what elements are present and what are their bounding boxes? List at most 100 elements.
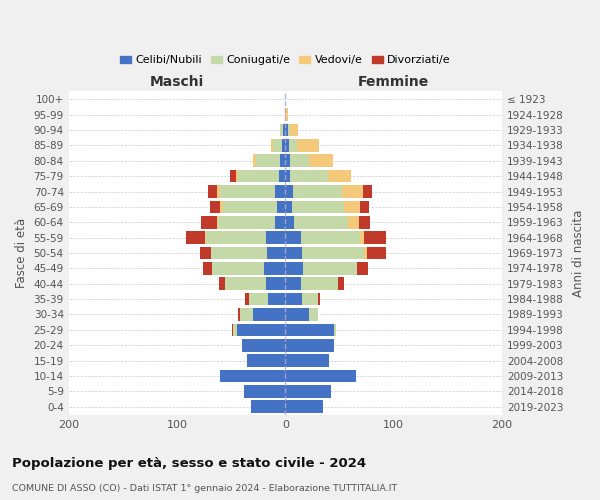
Bar [338, 278, 344, 290]
Bar [286, 185, 293, 198]
Bar [238, 170, 279, 182]
Bar [286, 216, 294, 228]
Bar [277, 200, 286, 213]
Bar [286, 339, 334, 351]
Text: Popolazione per età, sesso e stato civile - 2024: Popolazione per età, sesso e stato civil… [12, 458, 366, 470]
Bar [286, 262, 302, 274]
Bar [232, 324, 233, 336]
Text: Maschi: Maschi [150, 74, 204, 88]
Bar [263, 262, 286, 274]
Bar [302, 262, 357, 274]
Bar [286, 400, 323, 413]
Bar [301, 232, 360, 244]
Bar [302, 293, 318, 306]
Bar [256, 154, 280, 167]
Bar [334, 324, 336, 336]
Bar [286, 232, 301, 244]
Bar [242, 339, 286, 351]
Bar [286, 200, 292, 213]
Bar [206, 232, 266, 244]
Bar [218, 216, 275, 228]
Bar [217, 216, 218, 228]
Bar [342, 185, 364, 198]
Bar [247, 354, 286, 367]
Bar [294, 216, 348, 228]
Bar [275, 185, 286, 198]
Bar [286, 246, 302, 260]
Bar [309, 308, 318, 321]
Bar [253, 154, 256, 167]
Bar [309, 154, 333, 167]
Bar [205, 232, 206, 244]
Bar [286, 170, 290, 182]
Bar [266, 232, 286, 244]
Bar [220, 185, 275, 198]
Bar [280, 124, 283, 136]
Bar [211, 246, 267, 260]
Bar [253, 308, 286, 321]
Bar [219, 278, 224, 290]
Bar [286, 154, 290, 167]
Bar [283, 124, 286, 136]
Legend: Celibi/Nubili, Coniugati/e, Vedovi/e, Divorziati/e: Celibi/Nubili, Coniugati/e, Vedovi/e, Di… [115, 51, 455, 70]
Bar [240, 308, 253, 321]
Bar [212, 262, 263, 274]
Bar [287, 124, 290, 136]
Y-axis label: Anni di nascita: Anni di nascita [572, 210, 585, 296]
Bar [223, 200, 277, 213]
Bar [274, 139, 282, 151]
Bar [286, 278, 301, 290]
Bar [248, 293, 268, 306]
Bar [245, 293, 248, 306]
Bar [200, 246, 211, 260]
Bar [359, 216, 370, 228]
Bar [286, 108, 287, 121]
Bar [290, 124, 298, 136]
Bar [236, 170, 238, 182]
Text: Femmine: Femmine [358, 74, 430, 88]
Bar [268, 293, 286, 306]
Bar [286, 385, 331, 398]
Bar [203, 262, 212, 274]
Bar [185, 232, 205, 244]
Bar [201, 216, 217, 228]
Bar [280, 154, 286, 167]
Bar [266, 278, 286, 290]
Bar [364, 185, 372, 198]
Bar [286, 370, 356, 382]
Bar [220, 370, 286, 382]
Bar [251, 400, 286, 413]
Bar [220, 200, 223, 213]
Bar [244, 385, 286, 398]
Bar [271, 139, 274, 151]
Bar [230, 170, 236, 182]
Bar [209, 200, 220, 213]
Bar [348, 216, 359, 228]
Bar [208, 185, 217, 198]
Bar [238, 308, 240, 321]
Bar [286, 293, 302, 306]
Bar [364, 246, 367, 260]
Bar [297, 139, 319, 151]
Bar [286, 124, 287, 136]
Bar [344, 200, 360, 213]
Bar [318, 293, 320, 306]
Bar [360, 200, 369, 213]
Bar [282, 139, 286, 151]
Bar [286, 139, 289, 151]
Bar [289, 139, 297, 151]
Bar [301, 278, 338, 290]
Bar [275, 216, 286, 228]
Bar [286, 324, 334, 336]
Bar [286, 354, 329, 367]
Bar [357, 262, 368, 274]
Bar [364, 232, 386, 244]
Bar [267, 246, 286, 260]
Bar [302, 246, 364, 260]
Bar [360, 232, 364, 244]
Bar [293, 185, 342, 198]
Bar [217, 185, 220, 198]
Text: COMUNE DI ASSO (CO) - Dati ISTAT 1° gennaio 2024 - Elaborazione TUTTITALIA.IT: COMUNE DI ASSO (CO) - Dati ISTAT 1° genn… [12, 484, 397, 493]
Bar [328, 170, 352, 182]
Bar [279, 170, 286, 182]
